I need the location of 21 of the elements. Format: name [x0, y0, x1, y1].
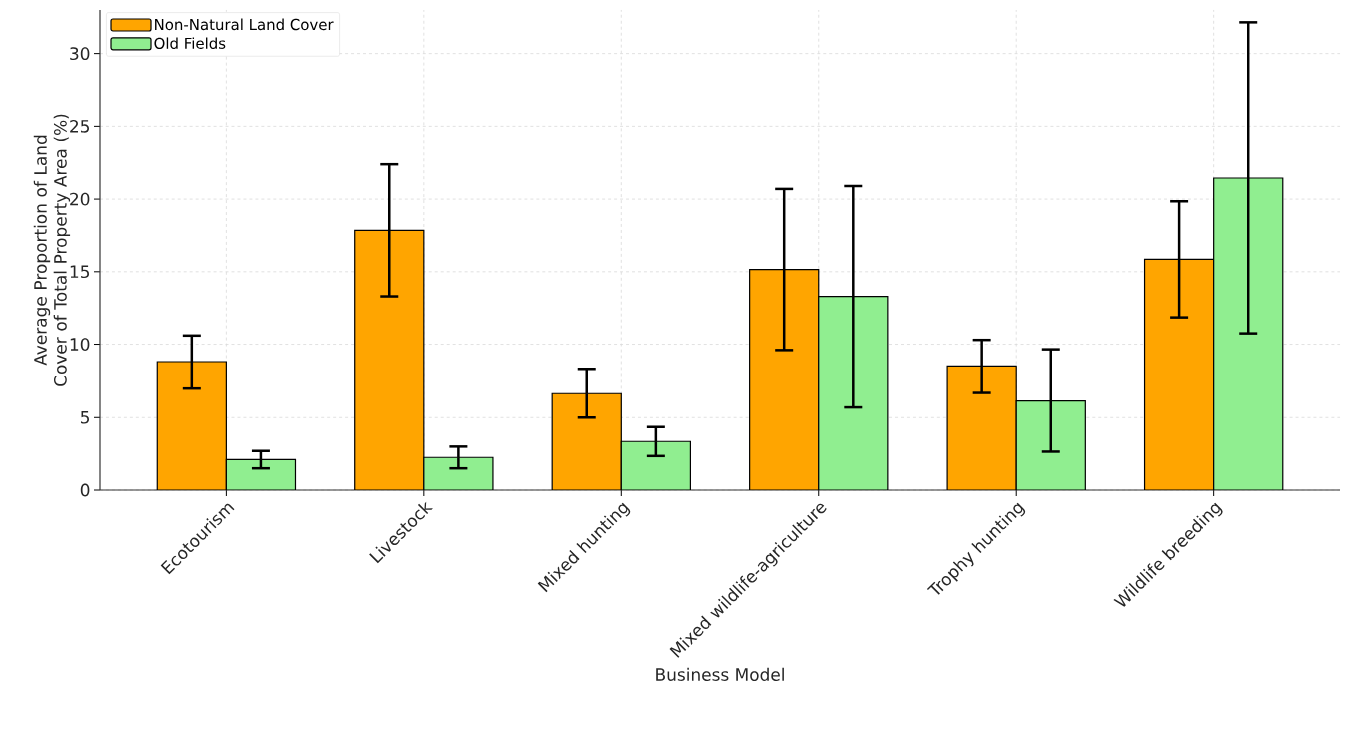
- y-tick-label: 0: [80, 483, 90, 497]
- x-axis-title: Business Model: [656, 667, 784, 681]
- bar: [1213, 177, 1284, 490]
- y-tick-label: 5: [81, 410, 89, 424]
- legend-label: Old Fields: [154, 37, 226, 49]
- y-tick-label: 20: [70, 192, 90, 206]
- bar: [354, 229, 425, 490]
- bar: [225, 458, 297, 490]
- bar: [551, 392, 622, 490]
- y-tick-label: 15: [70, 265, 89, 279]
- bar: [946, 365, 1017, 490]
- y-tick-label: 30: [70, 47, 90, 61]
- y-tick-label: 25: [70, 119, 89, 133]
- bar: [156, 361, 227, 490]
- legend-label: Non-Natural Land Cover: [155, 18, 334, 31]
- y-axis-title: Average Proportion of Land Cover of Total Property Area (%): [33, 114, 71, 386]
- y-tick-label: 10: [70, 338, 90, 351]
- bar: [620, 440, 691, 490]
- bar: [749, 269, 820, 490]
- bar: [423, 456, 494, 490]
- bar: [1143, 258, 1215, 490]
